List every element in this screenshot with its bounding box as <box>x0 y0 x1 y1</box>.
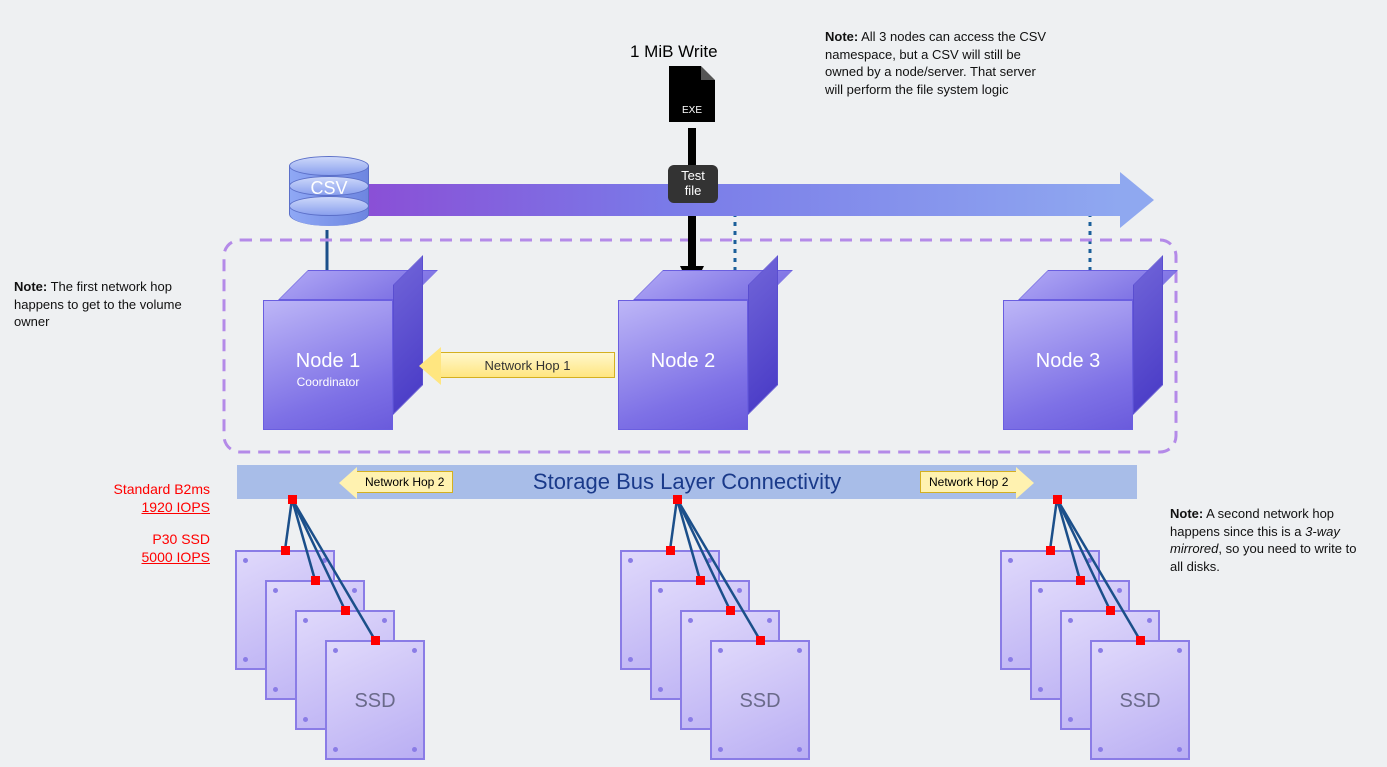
ssd-card: SSD <box>1090 640 1190 760</box>
hop1-label: Network Hop 1 <box>485 358 571 373</box>
write-title: 1 MiB Write <box>630 42 718 62</box>
ssd-connector-icon <box>281 546 290 555</box>
spec-disk: P30 SSD 5000 IOPS <box>70 530 210 566</box>
ssd-connector-icon <box>1076 576 1085 585</box>
node1-label: Node 1 <box>296 350 361 372</box>
ssd-connector-icon <box>341 606 350 615</box>
ssd-connector-icon <box>726 606 735 615</box>
spec-vm: Standard B2ms 1920 IOPS <box>70 480 210 516</box>
spec-disk-line1: P30 SSD <box>152 531 210 547</box>
ssd-connector-icon <box>756 636 765 645</box>
note-text: All 3 nodes can access the CSV namespace… <box>825 29 1046 97</box>
note-prefix: Note: <box>1170 506 1203 521</box>
network-hop-1-arrow: Network Hop 1 <box>440 352 615 378</box>
ssd-connector-icon <box>1136 636 1145 645</box>
csv-namespace-arrow <box>365 184 1120 216</box>
node-cube-3: Node 3 <box>1003 300 1133 430</box>
file-ext: EXE <box>682 105 702 116</box>
test-file-label: Test file <box>681 168 705 198</box>
exe-file-icon: EXE <box>669 66 715 122</box>
note-bottom-right: Note: A second network hop happens since… <box>1170 505 1370 575</box>
ssd-connector-icon <box>696 576 705 585</box>
node2-label: Node 2 <box>651 350 716 372</box>
ssd-connector-icon <box>371 636 380 645</box>
node-cube-1: Node 1 Coordinator <box>263 300 393 430</box>
node-cube-2: Node 2 <box>618 300 748 430</box>
ssd-card: SSD <box>325 640 425 760</box>
csv-cylinder: CSV <box>289 156 369 226</box>
ssd-connector-icon <box>311 576 320 585</box>
note-prefix: Note: <box>14 279 47 294</box>
bus-connector-icon <box>673 495 682 504</box>
note-prefix: Note: <box>825 29 858 44</box>
hop2a-label: Network Hop 2 <box>365 475 444 489</box>
node1-sub: Coordinator <box>263 375 393 389</box>
ssd-connector-icon <box>666 546 675 555</box>
bus-connector-icon <box>1053 495 1062 504</box>
bus-label: Storage Bus Layer Connectivity <box>533 469 841 495</box>
network-hop-2a-arrow: Network Hop 2 <box>356 471 453 493</box>
spec-vm-line1: Standard B2ms <box>114 481 211 497</box>
spec-disk-line2: 5000 IOPS <box>142 549 211 565</box>
ssd-card: SSD <box>710 640 810 760</box>
spec-vm-line2: 1920 IOPS <box>142 499 211 515</box>
test-file-pill: Test file <box>668 165 718 203</box>
hop2b-label: Network Hop 2 <box>929 475 1008 489</box>
ssd-connector-icon <box>1106 606 1115 615</box>
node3-label: Node 3 <box>1036 350 1101 372</box>
bus-connector-icon <box>288 495 297 504</box>
note-top-right: Note: All 3 nodes can access the CSV nam… <box>825 28 1055 98</box>
ssd-connector-icon <box>1046 546 1055 555</box>
csv-label: CSV <box>289 178 369 199</box>
note-left: Note: The first network hop happens to g… <box>14 278 214 331</box>
network-hop-2b-arrow: Network Hop 2 <box>920 471 1017 493</box>
